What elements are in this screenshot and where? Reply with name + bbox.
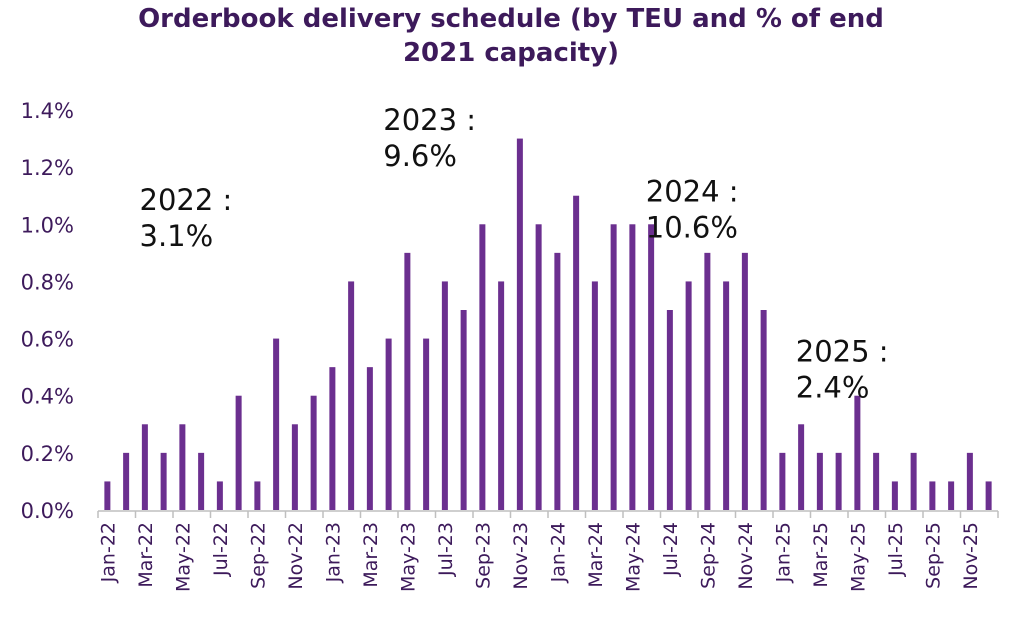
bar-Mar-24 bbox=[591, 281, 598, 510]
bar-May-23 bbox=[404, 252, 411, 510]
bar-Nov-22 bbox=[291, 424, 298, 510]
y-tick-label: 0.4% bbox=[21, 385, 74, 409]
bar-Aug-25 bbox=[910, 452, 917, 510]
bar-Dec-24 bbox=[760, 310, 767, 510]
x-tick-label: Jan-25 bbox=[772, 522, 794, 583]
x-tick-label: Jan-23 bbox=[322, 522, 344, 583]
bar-Feb-23 bbox=[348, 281, 355, 510]
bar-Jan-25 bbox=[779, 452, 786, 510]
bar-Sep-25 bbox=[929, 481, 936, 510]
bar-Mar-23 bbox=[366, 367, 373, 510]
bar-Dec-23 bbox=[535, 224, 542, 511]
y-tick-label: 1.4% bbox=[21, 99, 74, 123]
x-tick-label: May-25 bbox=[847, 522, 869, 592]
annotation-year: 2023 : bbox=[383, 103, 476, 137]
bar-Sep-23 bbox=[479, 224, 486, 511]
x-tick-label: Jul-24 bbox=[660, 522, 682, 577]
bar-Jan-23 bbox=[329, 367, 336, 510]
x-tick-label: Mar-22 bbox=[135, 522, 157, 588]
bars bbox=[104, 138, 992, 511]
x-tick-label: May-23 bbox=[397, 522, 419, 592]
x-tick-label: Jan-22 bbox=[97, 522, 119, 583]
bar-Mar-25 bbox=[816, 452, 823, 510]
bar-Sep-22 bbox=[254, 481, 261, 510]
bar-Aug-24 bbox=[685, 281, 692, 510]
x-tick-label: Sep-22 bbox=[247, 522, 269, 589]
y-tick-label: 0.6% bbox=[21, 328, 74, 352]
bar-Jun-24 bbox=[648, 224, 655, 511]
bar-Feb-22 bbox=[123, 452, 130, 510]
bar-Jun-23 bbox=[423, 338, 430, 510]
x-tick-label: Sep-24 bbox=[697, 522, 719, 589]
bar-Jun-22 bbox=[198, 452, 205, 510]
x-tick-label: Mar-25 bbox=[810, 522, 832, 588]
annotation-share: 3.1% bbox=[140, 219, 214, 253]
annotation-year: 2022 : bbox=[140, 183, 233, 217]
x-tick-label: Sep-23 bbox=[472, 522, 494, 589]
y-axis: 0.0% 0.2% 0.4% 0.6% 0.8% 1.0% 1.2% 1.4% bbox=[21, 99, 74, 523]
bar-Jan-22 bbox=[104, 481, 111, 510]
annotation-year: 2025 : bbox=[796, 334, 889, 368]
x-tick-label: Nov-23 bbox=[510, 522, 532, 590]
annotations: 2022 :3.1% 2023 :9.6% 2024 :10.6% 2025 :2.4… bbox=[140, 103, 889, 404]
y-tick-label: 0.2% bbox=[21, 442, 74, 466]
bar-Nov-25 bbox=[966, 452, 973, 510]
bar-Jul-22 bbox=[216, 481, 223, 510]
x-tick-label: Jul-22 bbox=[210, 522, 232, 577]
bar-Nov-23 bbox=[516, 138, 523, 511]
bar-Feb-25 bbox=[798, 424, 805, 510]
annotation-share: 9.6% bbox=[383, 139, 457, 173]
annotation-share: 10.6% bbox=[646, 210, 738, 244]
bar-Aug-22 bbox=[235, 395, 242, 510]
bar-Aug-23 bbox=[460, 310, 467, 510]
x-tick-label: Sep-25 bbox=[922, 522, 944, 589]
x-tick-label: May-22 bbox=[172, 522, 194, 592]
chart-title-line-1: Orderbook delivery schedule (by TEU and … bbox=[138, 4, 884, 34]
bar-Dec-22 bbox=[310, 395, 317, 510]
bar-Oct-24 bbox=[723, 281, 730, 510]
bar-Nov-24 bbox=[741, 252, 748, 510]
x-tick-label: Nov-22 bbox=[285, 522, 307, 590]
x-tick-label: Nov-24 bbox=[735, 522, 757, 590]
bar-Oct-22 bbox=[273, 338, 280, 510]
y-tick-label: 0.8% bbox=[21, 270, 74, 294]
bar-Jul-23 bbox=[441, 281, 448, 510]
x-tick-label: May-24 bbox=[622, 522, 644, 592]
bar-Apr-23 bbox=[385, 338, 392, 510]
bar-Jan-24 bbox=[554, 252, 561, 510]
x-tick-label: Jul-25 bbox=[885, 522, 907, 577]
bar-Apr-25 bbox=[835, 452, 842, 510]
bar-Oct-25 bbox=[948, 481, 955, 510]
chart-title-line-2: 2021 capacity) bbox=[402, 38, 620, 68]
bar-Dec-25 bbox=[985, 481, 992, 510]
annotation-share: 2.4% bbox=[796, 370, 870, 404]
bar-Jun-25 bbox=[873, 452, 880, 510]
bar-May-25 bbox=[854, 395, 861, 510]
x-tick-label: Jan-24 bbox=[547, 522, 569, 583]
bar-Jul-25 bbox=[891, 481, 898, 510]
chart-title: Orderbook delivery schedule (by TEU and … bbox=[0, 2, 1022, 70]
x-tick-label: Jul-23 bbox=[435, 522, 457, 577]
bar-Mar-22 bbox=[141, 424, 148, 510]
bar-May-22 bbox=[179, 424, 186, 510]
bar-Apr-24 bbox=[610, 224, 617, 511]
x-tick-label: Mar-23 bbox=[360, 522, 382, 588]
bar-May-24 bbox=[629, 224, 636, 511]
x-tick-label: Mar-24 bbox=[585, 522, 607, 588]
bar-Jul-24 bbox=[666, 310, 673, 510]
bar-Feb-24 bbox=[573, 195, 580, 510]
bar-Oct-23 bbox=[498, 281, 505, 510]
x-tick-label: Nov-25 bbox=[960, 522, 982, 590]
annotation-year: 2024 : bbox=[646, 174, 739, 208]
bar-Sep-24 bbox=[704, 252, 711, 510]
y-tick-label: 0.0% bbox=[21, 499, 74, 523]
y-tick-label: 1.2% bbox=[21, 156, 74, 180]
bar-Apr-22 bbox=[160, 452, 167, 510]
x-axis: Jan-22 Mar-22 May-22 Jul-22 Sep-22 Nov-22 Jan-… bbox=[97, 510, 999, 592]
y-tick-label: 1.0% bbox=[21, 213, 74, 237]
